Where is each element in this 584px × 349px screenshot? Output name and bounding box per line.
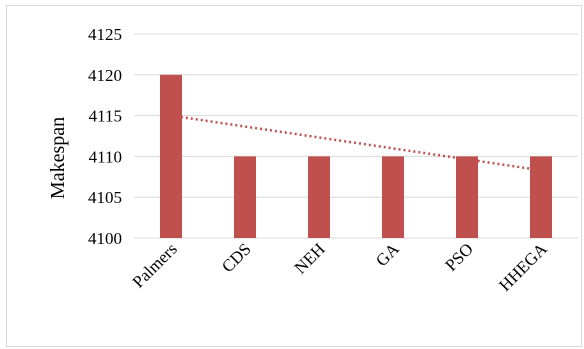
trendline [170, 114, 542, 172]
x-tick-label: Palmers [129, 239, 181, 291]
x-tick-label: NEH [291, 239, 329, 277]
bar-cds [234, 156, 256, 238]
x-tick-label: GA [372, 239, 403, 270]
y-axis-label: Makespan [47, 117, 69, 199]
bar-palmers [160, 74, 182, 238]
x-tick-label: HHEGA [495, 239, 551, 295]
y-tick-label: 4115 [89, 107, 122, 126]
bar-ga [382, 156, 404, 238]
gridlines [134, 33, 578, 239]
y-tick-label: 4100 [88, 229, 122, 248]
y-tick-label: 4125 [88, 25, 122, 44]
bar-pso [456, 156, 478, 238]
chart-frame [6, 5, 582, 347]
x-tick-label: PSO [441, 239, 476, 274]
y-tick-labels: 4100 4105 4110 4115 4120 4125 [88, 25, 122, 248]
y-tick-label: 4105 [88, 188, 122, 207]
y-tick-label: 4120 [88, 66, 122, 85]
x-tick-label: CDS [218, 239, 255, 276]
x-tick-labels: Palmers CDS NEH GA PSO HHEGA [129, 239, 552, 295]
y-tick-label: 4110 [89, 147, 122, 166]
bar-neh [308, 156, 330, 238]
bar-hhega [530, 156, 552, 238]
